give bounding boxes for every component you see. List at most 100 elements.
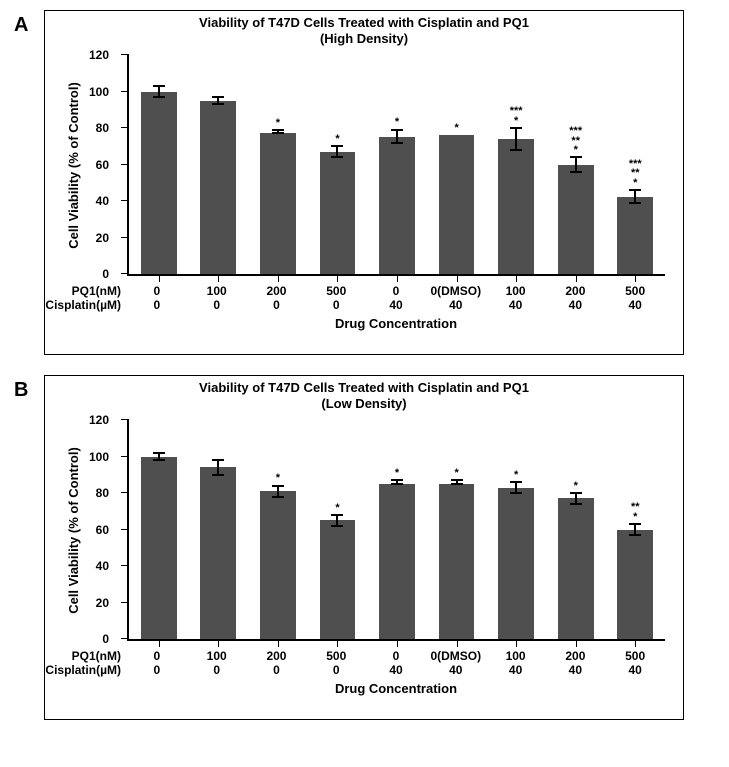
significance-marker: *: [320, 504, 356, 513]
y-tick-label: 40: [96, 194, 121, 208]
x-cell: 0: [247, 663, 307, 677]
x-cell: 0: [366, 284, 426, 298]
y-tick: 40: [121, 565, 129, 566]
bar-rect: [379, 484, 415, 639]
x-row-cisplatin: Cisplatin(µM)00004040404040: [127, 663, 665, 677]
chart-title-line2: (High Density): [45, 31, 683, 47]
bar-slot: *: [308, 420, 368, 639]
x-cell: 0: [187, 663, 247, 677]
significance-marker: *: [260, 119, 296, 128]
significance-marker: *** ** *: [558, 127, 594, 155]
bar-rect: [439, 135, 475, 274]
x-cell: 0(DMSO): [426, 649, 486, 663]
bar-rect: [260, 491, 296, 639]
bar-slot: [129, 420, 189, 639]
y-axis-label-text: Cell Viability (% of Control): [66, 447, 81, 614]
bar-slot: *** ** *: [546, 55, 606, 274]
x-cell: 200: [247, 649, 307, 663]
bar-slot: *: [546, 420, 606, 639]
panel-A: AViability of T47D Cells Treated with Ci…: [10, 10, 719, 375]
bar: *: [320, 152, 356, 274]
x-cell: 40: [486, 663, 546, 677]
bar-slot: [189, 420, 249, 639]
y-tick-label: 40: [96, 559, 121, 573]
y-tick-label: 0: [102, 267, 121, 281]
x-cell: 200: [545, 649, 605, 663]
significance-marker: *: [498, 471, 534, 480]
x-cell: 40: [426, 663, 486, 677]
x-cell: 200: [247, 284, 307, 298]
bar-slot: *: [248, 55, 308, 274]
y-tick-label: 60: [96, 158, 121, 172]
panel-label-A: A: [10, 10, 44, 37]
y-tick-label: 80: [96, 486, 121, 500]
y-tick: 20: [121, 237, 129, 238]
bar-slot: *: [427, 55, 487, 274]
chart-box-A: Viability of T47D Cells Treated with Cis…: [44, 10, 684, 355]
bar-slot: *: [308, 55, 368, 274]
error-bar: [515, 482, 517, 493]
x-cell: 0: [247, 298, 307, 312]
significance-marker: *** ** *: [617, 160, 653, 188]
y-tick-label: 0: [102, 632, 121, 646]
x-cell: 40: [605, 663, 665, 677]
bar: *: [260, 133, 296, 274]
x-cell: 0: [127, 298, 187, 312]
x-cell: 40: [426, 298, 486, 312]
bar-rect: [320, 520, 356, 639]
error-bar: [158, 453, 160, 460]
bar: *: [260, 491, 296, 639]
bar-slot: *: [486, 420, 546, 639]
error-bar: [336, 515, 338, 526]
chart-title-line1: Viability of T47D Cells Treated with Cis…: [45, 380, 683, 396]
y-tick: 100: [121, 456, 129, 457]
x-cell: 100: [486, 649, 546, 663]
y-tick-label: 20: [96, 231, 121, 245]
y-tick-label: 120: [89, 48, 121, 62]
y-tick-label: 80: [96, 121, 121, 135]
x-cell: 40: [605, 298, 665, 312]
chart-box-B: Viability of T47D Cells Treated with Cis…: [44, 375, 684, 720]
x-cell: 0: [127, 663, 187, 677]
x-cell: 0: [187, 298, 247, 312]
significance-marker: *: [320, 135, 356, 144]
bar-rect: [558, 498, 594, 639]
x-axis-title: Drug Concentration: [127, 312, 665, 331]
y-tick: 100: [121, 91, 129, 92]
y-tick: 0: [121, 273, 129, 274]
bar: *: [379, 484, 415, 639]
bars-container: ******* **** ** **** ** *: [129, 55, 665, 274]
significance-marker: *: [439, 124, 475, 133]
bar: *: [498, 488, 534, 639]
significance-marker: *: [379, 469, 415, 478]
y-axis-label: Cell Viability (% of Control): [63, 420, 83, 641]
bar: *** *: [498, 139, 534, 274]
bar-rect: [141, 92, 177, 275]
x-row-label-cisplatin: Cisplatin(µM): [45, 298, 127, 312]
error-bar: [396, 130, 398, 143]
bar-slot: [189, 55, 249, 274]
y-tick: 80: [121, 127, 129, 128]
error-bar: [158, 86, 160, 97]
x-cell: 500: [605, 284, 665, 298]
bar-rect: [260, 133, 296, 274]
plot-area: 020406080100120******** *: [127, 420, 665, 641]
x-cell: 500: [306, 649, 366, 663]
chart-title-line1: Viability of T47D Cells Treated with Cis…: [45, 15, 683, 31]
y-tick-label: 100: [89, 85, 121, 99]
x-row-label-pq1: PQ1(nM): [72, 649, 127, 663]
bar: *: [439, 135, 475, 274]
bar-slot: ** *: [606, 420, 666, 639]
x-row-label-cisplatin: Cisplatin(µM): [45, 663, 127, 677]
significance-marker: *: [379, 118, 415, 127]
x-cell: 100: [187, 649, 247, 663]
y-tick-label: 20: [96, 596, 121, 610]
y-tick-label: 100: [89, 450, 121, 464]
bar-slot: *: [367, 55, 427, 274]
error-bar: [277, 130, 279, 134]
error-bar: [575, 157, 577, 172]
y-tick: 80: [121, 492, 129, 493]
y-tick-label: 60: [96, 523, 121, 537]
bar: [200, 101, 236, 274]
error-bar: [217, 97, 219, 104]
